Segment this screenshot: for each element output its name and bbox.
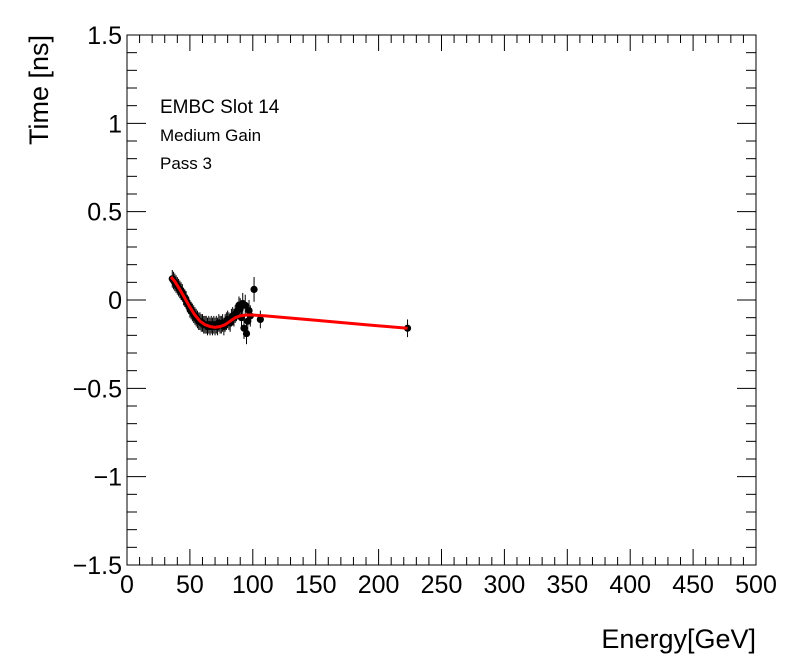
y-tick-label: 0.5 [87,199,122,227]
plot-frame [126,34,757,566]
data-point [256,315,264,324]
fit-curve [169,276,408,330]
x-tick-label: 250 [421,571,463,599]
data-point [242,329,251,338]
minor-ticks [127,35,756,565]
data-point [250,285,258,293]
data-point [241,301,249,309]
x-tick-label: 50 [176,571,204,599]
y-tick-label: 0 [108,287,122,315]
y-tick-label: −1 [93,464,122,492]
x-tick-label: 100 [232,571,274,599]
x-tick-label: 500 [735,571,777,599]
x-tick-label: 300 [484,571,526,599]
y-tick-labels: −1.5 −1 −0.5 0 0.5 1 1.5 [73,22,122,580]
data-point [403,324,412,332]
x-axis-title: Energy[GeV] [601,624,756,654]
y-axis-title: Time [ns] [24,35,54,145]
y-tick-label: −1.5 [73,552,122,580]
x-tick-label: 400 [609,571,651,599]
annotation-pass: Pass 3 [160,154,212,173]
x-tick-label: 150 [295,571,337,599]
y-tick-label: −0.5 [73,375,122,403]
x-tick-label: 0 [120,571,134,599]
y-tick-label: 1 [108,110,122,138]
x-tick-label: 200 [358,571,400,599]
x-tick-label: 350 [546,571,588,599]
y-tick-label: 1.5 [87,22,122,50]
annotation-slot: EMBC Slot 14 [160,97,280,118]
x-tick-labels: 0 50 100 150 200 250 300 350 400 450 500 [120,571,777,599]
annotation-gain: Medium Gain [160,126,261,145]
x-tick-label: 450 [672,571,714,599]
